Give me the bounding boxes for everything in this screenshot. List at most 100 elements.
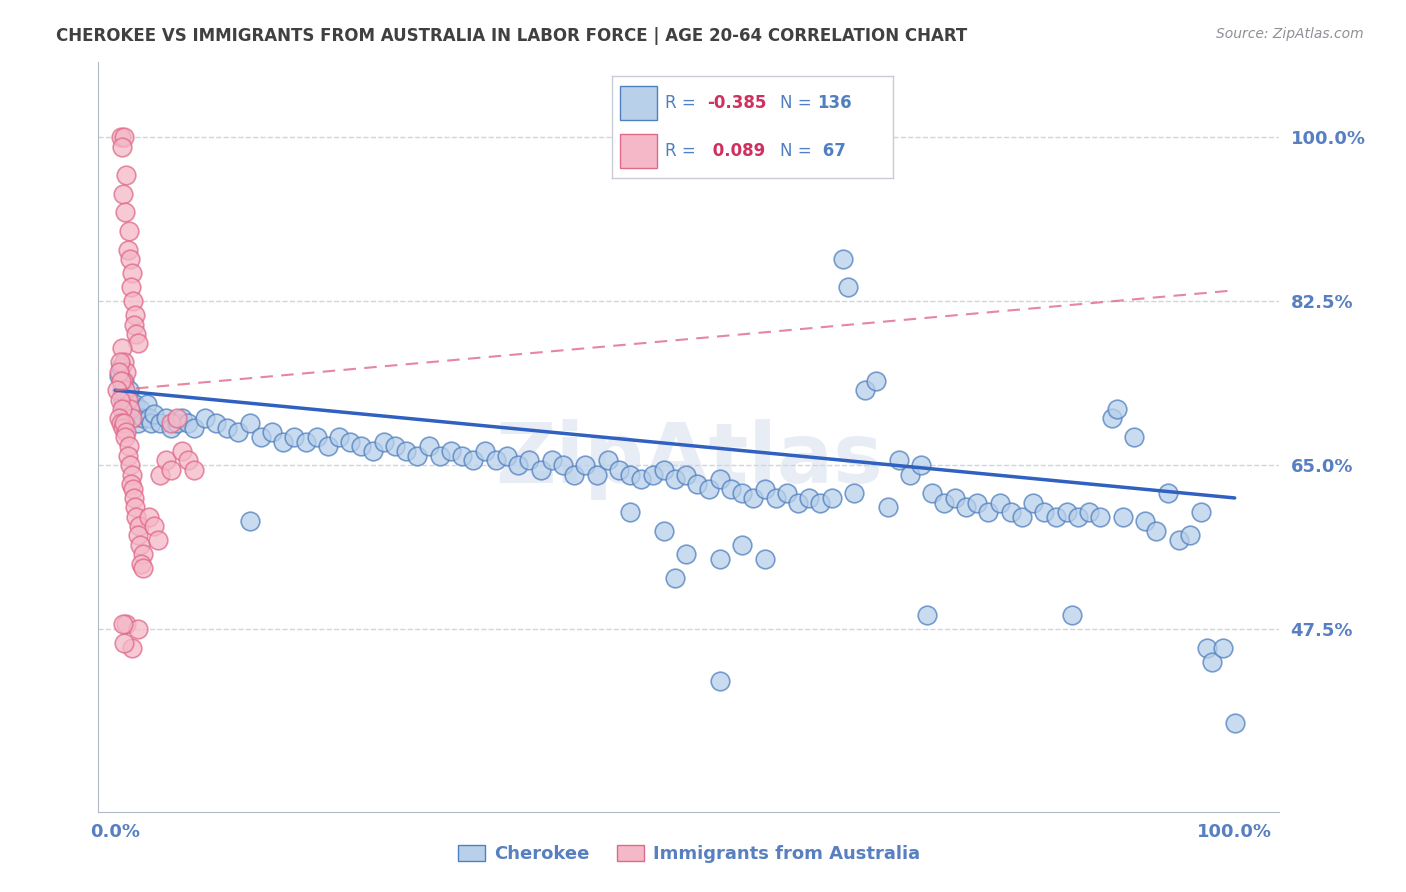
Text: 136: 136	[817, 94, 852, 112]
Point	[574, 458, 596, 473]
Point	[124, 500, 146, 515]
Point	[271, 434, 294, 449]
Point	[110, 416, 132, 430]
Point	[238, 416, 260, 430]
Point	[361, 444, 384, 458]
Point	[111, 341, 134, 355]
Point	[122, 482, 145, 496]
Point	[1201, 655, 1223, 669]
Point	[562, 467, 585, 482]
Point	[977, 505, 1000, 519]
Text: R =: R =	[665, 94, 702, 112]
Point	[810, 496, 832, 510]
Point	[114, 384, 136, 398]
Point	[294, 434, 316, 449]
Point	[395, 444, 418, 458]
Point	[887, 453, 910, 467]
Point	[115, 388, 138, 402]
Point	[1223, 715, 1246, 730]
Point	[118, 458, 141, 473]
Point	[129, 557, 152, 571]
Point	[1112, 509, 1135, 524]
Text: Source: ZipAtlas.com: Source: ZipAtlas.com	[1216, 27, 1364, 41]
Point	[117, 384, 139, 398]
Text: N =: N =	[780, 94, 817, 112]
Point	[115, 168, 138, 182]
Point	[305, 430, 328, 444]
Point	[128, 538, 150, 552]
Point	[776, 486, 799, 500]
Point	[112, 130, 135, 145]
Point	[111, 401, 134, 416]
Point	[138, 509, 160, 524]
Point	[112, 636, 135, 650]
Point	[205, 416, 228, 430]
Text: ZipAtlas: ZipAtlas	[495, 419, 883, 500]
Point	[117, 449, 139, 463]
Point	[110, 359, 132, 374]
Point	[120, 476, 142, 491]
Point	[1011, 509, 1033, 524]
Point	[128, 519, 150, 533]
Point	[107, 411, 129, 425]
Point	[115, 617, 138, 632]
Point	[135, 397, 157, 411]
Point	[172, 411, 194, 425]
Point	[1133, 514, 1156, 528]
Point	[217, 421, 239, 435]
Text: R =: R =	[665, 142, 702, 161]
Point	[115, 365, 138, 379]
Point	[118, 401, 141, 416]
Point	[619, 467, 641, 482]
Point	[120, 280, 142, 294]
Legend: Cherokee, Immigrants from Australia: Cherokee, Immigrants from Australia	[451, 838, 927, 870]
Point	[350, 439, 373, 453]
Point	[686, 476, 709, 491]
Point	[418, 439, 440, 453]
Text: 0.089: 0.089	[707, 142, 765, 161]
Point	[283, 430, 305, 444]
Point	[112, 416, 135, 430]
Point	[111, 384, 134, 398]
Point	[146, 533, 169, 547]
Point	[114, 430, 136, 444]
Point	[112, 392, 135, 407]
Point	[921, 486, 943, 500]
Point	[122, 411, 145, 425]
Point	[118, 392, 141, 407]
Point	[138, 411, 160, 425]
Point	[440, 444, 463, 458]
Text: N =: N =	[780, 142, 817, 161]
Point	[1056, 505, 1078, 519]
Point	[709, 673, 731, 688]
Point	[112, 355, 135, 369]
Point	[122, 318, 145, 332]
Point	[955, 500, 977, 515]
Point	[988, 496, 1011, 510]
Point	[463, 453, 485, 467]
Point	[117, 397, 139, 411]
Point	[177, 453, 200, 467]
Point	[177, 416, 200, 430]
Point	[110, 374, 132, 388]
Text: 67: 67	[817, 142, 846, 161]
Point	[619, 505, 641, 519]
Point	[915, 608, 938, 623]
Point	[328, 430, 350, 444]
Point	[112, 374, 135, 388]
Point	[1022, 496, 1045, 510]
Point	[125, 509, 148, 524]
Point	[865, 374, 887, 388]
Point	[429, 449, 451, 463]
Point	[754, 482, 776, 496]
Point	[508, 458, 530, 473]
Point	[143, 519, 166, 533]
Point	[121, 640, 143, 655]
Point	[1067, 509, 1090, 524]
Point	[122, 397, 145, 411]
Point	[124, 308, 146, 322]
Point	[118, 252, 141, 266]
Point	[910, 458, 932, 473]
Point	[1178, 528, 1201, 542]
Point	[496, 449, 519, 463]
